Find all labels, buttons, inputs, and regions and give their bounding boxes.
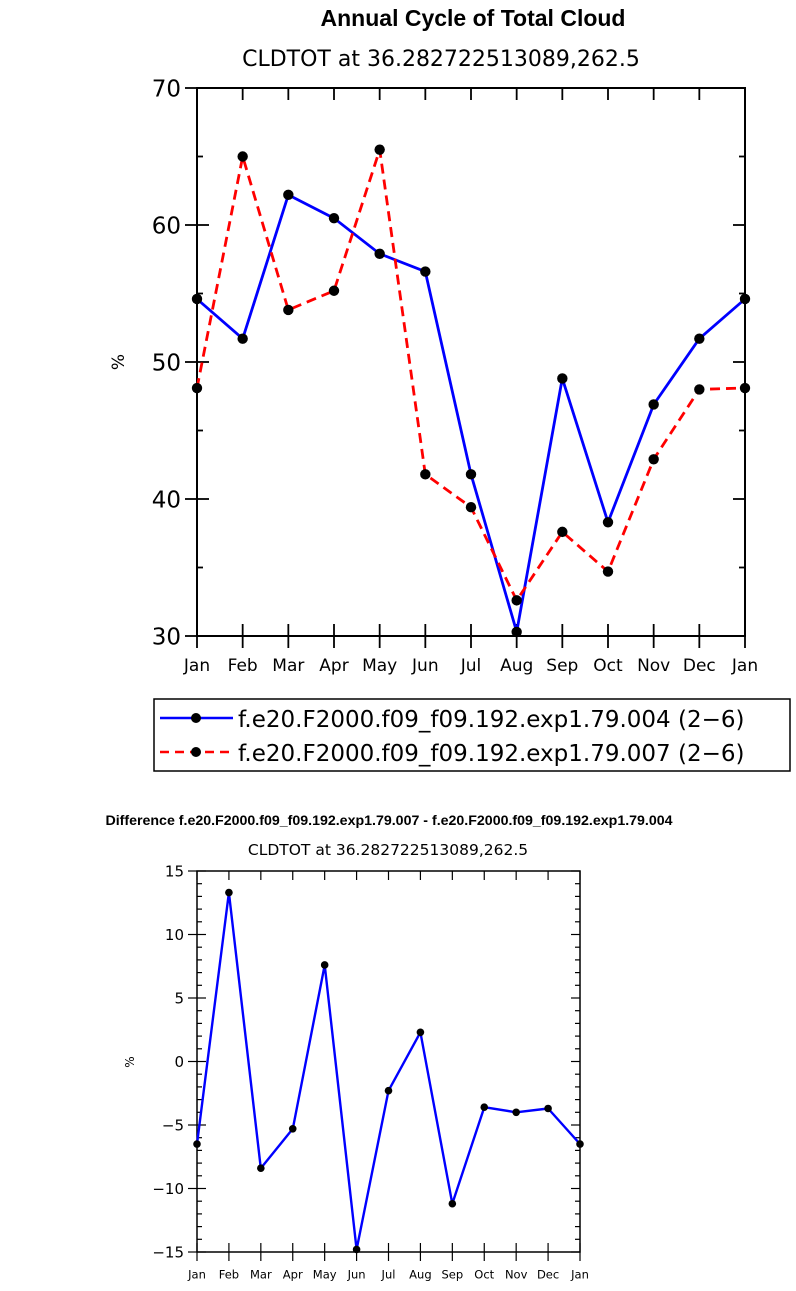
chart1-series-2-point — [739, 382, 751, 394]
chart2-x-tick-label: Nov — [505, 1268, 528, 1282]
chart2-series-1-point — [384, 1086, 393, 1095]
chart2-series-1-point — [225, 888, 233, 897]
chart1-series-1-line — [196, 193, 746, 634]
chart1-x-tick-label: Apr — [319, 656, 348, 676]
chart1-series-1-point — [511, 626, 522, 638]
chart2-title: Difference f.e20.F2000.f09_f09.192.exp1.… — [105, 813, 672, 829]
chart2-x-tick-label: Feb — [219, 1268, 239, 1282]
chart1-x-tick-label: Feb — [228, 656, 258, 676]
chart1-x-tick-label: Sep — [546, 656, 578, 676]
chart1-y-tick-label: 70 — [152, 76, 181, 102]
chart2-series-1-point — [480, 1103, 489, 1112]
chart1-series-2-point — [694, 384, 705, 395]
chart2-series-1-point — [544, 1104, 552, 1113]
chart1-y-tick-label: 60 — [152, 213, 181, 239]
chart1-series-1-point — [420, 266, 431, 277]
chart2-x-tick-label: Mar — [250, 1268, 272, 1282]
chart1-series-1-point — [557, 373, 568, 384]
chart2-series-1-point — [352, 1245, 361, 1254]
chart1-y-tick-label: 40 — [152, 487, 181, 513]
chart2-y-tick-label: 10 — [165, 926, 184, 944]
chart1-series-1-point — [648, 399, 659, 410]
chart1-frame — [196, 87, 746, 637]
chart1-y-tick-label: 50 — [152, 350, 181, 376]
legend-marker-series-2 — [191, 747, 201, 757]
chart2-y-tick-label: 5 — [174, 989, 184, 1007]
chart2-x-tick-label: Jan — [187, 1268, 206, 1282]
chart2-series-1-line — [195, 891, 581, 1251]
chart2-x-tick-label: Jan — [570, 1268, 589, 1282]
chart1-series-1-point — [191, 293, 203, 305]
chart2-y-tick-label: −5 — [162, 1116, 184, 1134]
chart1-series-1-point — [465, 469, 477, 480]
chart1-legend: f.e20.F2000.f09_f09.192.exp1.79.004 (2−6… — [153, 698, 791, 772]
chart1-series-1-point — [739, 293, 751, 305]
chart1-x-tick-label: Jan — [183, 656, 210, 676]
chart1-x-tick-label: Nov — [637, 656, 670, 676]
chart2-ylabel: % — [123, 1056, 137, 1067]
chart2-x-tick-label: Dec — [537, 1268, 559, 1282]
chart2-series-1-point — [193, 1140, 201, 1148]
chart2-y-tick-label: −15 — [152, 1243, 184, 1261]
chart2-frame — [196, 870, 581, 1253]
chart1-x-tick-label: Jul — [460, 656, 482, 676]
chart1-ylabel: % — [109, 354, 129, 370]
chart2-y-tick-label: 15 — [165, 862, 184, 880]
chart1-series-1-point — [237, 333, 248, 344]
chart2-x-tick-label: Sep — [441, 1268, 463, 1282]
chart2-series-1-point — [257, 1164, 265, 1172]
chart1-series-2-point — [191, 382, 203, 394]
chart2-plot-area: −15 −10 −5 0 5 10 15 Jan Feb Mar Apr May Jun Jul Aug Se… — [152, 862, 589, 1281]
legend-box — [153, 698, 791, 772]
chart1-x-tick-label: Dec — [683, 656, 716, 676]
chart2-x-tick-label: Jun — [347, 1268, 366, 1282]
chart2-series-1-point — [320, 961, 329, 969]
chart1-x-tick-label: Jun — [411, 656, 439, 676]
chart1-x-tick-label: Jan — [731, 656, 758, 676]
chart1-series-1-point — [374, 248, 385, 259]
chart1-x-tick-label: Aug — [500, 656, 533, 676]
chart2-y-tick-label: 0 — [174, 1053, 184, 1071]
chart1-series-2-point — [283, 304, 294, 316]
chart1-series-2-point — [557, 526, 568, 538]
chart1-series-2-point — [648, 454, 659, 465]
chart1-series-2-line — [195, 148, 746, 602]
chart2-x-tick-label: Oct — [474, 1268, 494, 1282]
legend-label-series-1: f.e20.F2000.f09_f09.192.exp1.79.004 (2−6… — [238, 707, 744, 733]
chart1-series-1-point — [328, 212, 340, 224]
chart1-series-1-point — [694, 333, 705, 344]
chart2-y-tick-label: −10 — [152, 1180, 184, 1198]
chart1-subtitle: CLDTOT at 36.282722513089,262.5 — [242, 47, 640, 72]
chart2-series-1-point — [448, 1199, 457, 1208]
legend-marker-series-1 — [191, 713, 201, 723]
chart2-series-1-point — [288, 1125, 297, 1133]
chart1-x-tick-label: May — [362, 656, 397, 676]
chart2-subtitle: CLDTOT at 36.282722513089,262.5 — [248, 841, 528, 859]
chart2-x-tick-label: Apr — [283, 1268, 303, 1282]
chart2-x-tick-label: Aug — [409, 1268, 431, 1282]
chart2-series-1-point — [512, 1108, 520, 1117]
legend-label-series-2: f.e20.F2000.f09_f09.192.exp1.79.007 (2−6… — [238, 741, 744, 767]
chart1-series-2-point — [602, 566, 614, 577]
chart1-series-2-point — [237, 151, 248, 162]
chart1-series-2-point — [328, 285, 340, 296]
chart1-series-2-point — [465, 502, 477, 513]
chart1-series-2-point — [511, 595, 522, 606]
chart1-series-1-point — [283, 189, 294, 201]
chart2-series-1-point — [576, 1140, 584, 1148]
chart1-series-1-point — [602, 517, 614, 528]
chart2-x-tick-label: May — [313, 1268, 337, 1282]
chart1-x-tick-label: Mar — [272, 656, 304, 676]
chart2-series-1-point — [416, 1028, 425, 1037]
chart1-title: Annual Cycle of Total Cloud — [321, 5, 626, 31]
chart1-series-2-point — [374, 144, 385, 155]
chart1-x-tick-label: Oct — [593, 656, 623, 676]
chart1-y-tick-label: 30 — [152, 624, 181, 650]
chart2-x-tick-label: Jul — [381, 1268, 396, 1282]
chart1-series-2-point — [420, 469, 431, 480]
chart1-plot-area: 30 40 50 60 70 Jan Feb Mar Apr May Jun Jul Aug Sep Oct… — [152, 76, 758, 676]
